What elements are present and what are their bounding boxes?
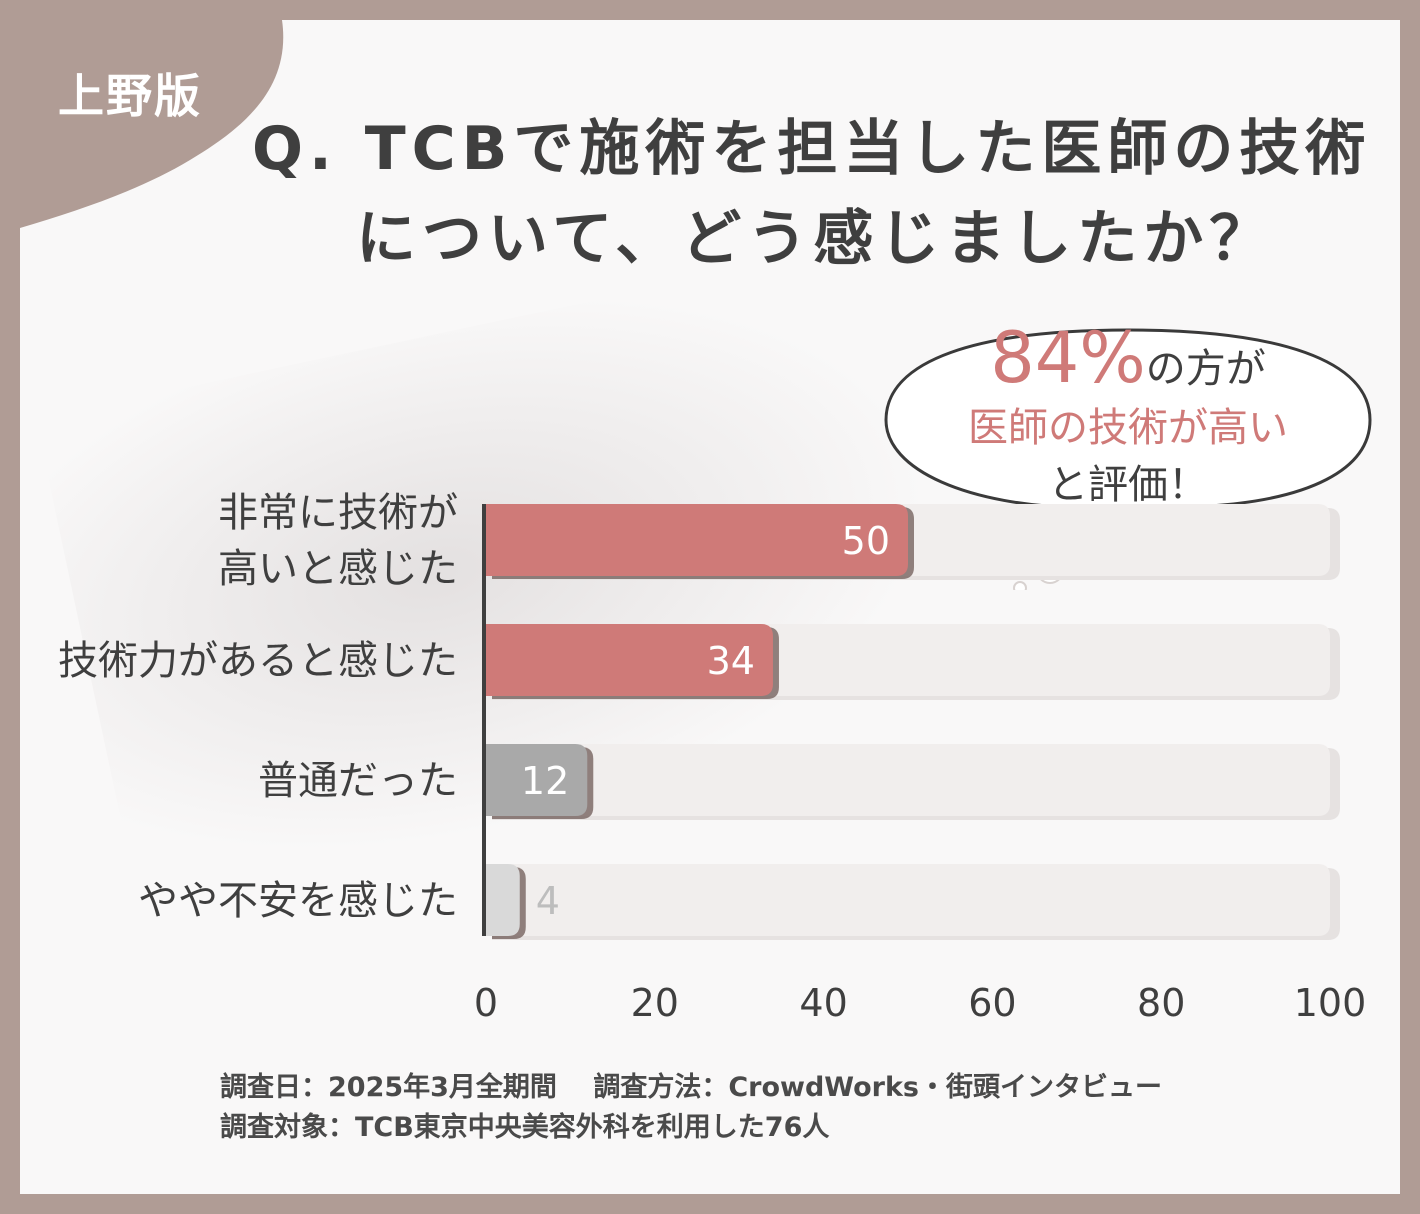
x-tick-label: 0 bbox=[474, 981, 498, 1025]
category-label: やや不安を感じた bbox=[138, 878, 458, 924]
title-line-1: Q. TCBで施術を担当した医師の技術 bbox=[252, 114, 1372, 184]
category-label-line: 非常に技術が bbox=[218, 490, 458, 536]
callout-line-2: 医師の技術が高い bbox=[968, 405, 1288, 451]
data-label: 34 bbox=[707, 639, 755, 683]
footnote-line-1: 調査日：2025年3月全期間 調査方法：CrowdWorks・街頭インタビュー bbox=[220, 1072, 1162, 1103]
bubble-dot-small bbox=[1013, 581, 1027, 590]
bar bbox=[486, 744, 588, 816]
x-tick-label: 60 bbox=[968, 981, 1016, 1025]
title-line-2: について、どう感じましたか？ bbox=[356, 204, 1276, 274]
data-label: 4 bbox=[536, 879, 560, 923]
bar bbox=[486, 864, 520, 936]
corner-shape bbox=[20, 20, 284, 228]
bar-chart: 50 非常に技術が高いと感じた 34 技術力があると感じた 12 普通だった 4 やや不安を感… bbox=[58, 490, 1367, 1025]
callout-line-1: 84%の方が bbox=[878, 323, 1378, 401]
category-label: 非常に技術が高いと感じた bbox=[218, 490, 458, 592]
category-label-line: 普通だった bbox=[258, 758, 458, 804]
card: 上野版 Q. TCBで施術を担当した医師の技術 について、どう感じましたか？ 8… bbox=[20, 20, 1400, 1194]
bar-track bbox=[486, 744, 1330, 816]
chart-title: Q. TCBで施術を担当した医師の技術 について、どう感じましたか？ bbox=[252, 104, 1400, 284]
bar bbox=[486, 624, 773, 696]
footnote: 調査日：2025年3月全期間 調査方法：CrowdWorks・街頭インタビュー … bbox=[220, 1068, 1162, 1148]
data-label: 50 bbox=[842, 519, 890, 563]
callout-line-3: と評価！ bbox=[1048, 462, 1208, 508]
x-tick-label: 20 bbox=[631, 981, 679, 1025]
x-tick-label: 80 bbox=[1137, 981, 1185, 1025]
callout-percent: 84% bbox=[990, 317, 1146, 399]
bar-track bbox=[486, 864, 1330, 936]
category-label: 技術力があると感じた bbox=[58, 638, 458, 684]
data-label: 12 bbox=[521, 759, 569, 803]
x-tick-label: 100 bbox=[1294, 981, 1367, 1025]
footnote-line-2: 調査対象：TCB東京中央美容外科を利用した76人 bbox=[220, 1112, 830, 1143]
badge-label: 上野版 bbox=[58, 69, 202, 123]
corner-tab bbox=[20, 20, 284, 228]
category-label: 普通だった bbox=[258, 758, 458, 804]
callout-text: 84%の方が 医師の技術が高い と評価！ bbox=[878, 323, 1378, 515]
bar bbox=[486, 504, 908, 576]
category-label-line: 高いと感じた bbox=[218, 546, 458, 592]
callout-suffix: の方が bbox=[1145, 346, 1266, 392]
x-tick-label: 40 bbox=[799, 981, 847, 1025]
category-label-line: やや不安を感じた bbox=[138, 878, 458, 924]
category-label-line: 技術力があると感じた bbox=[58, 638, 458, 684]
